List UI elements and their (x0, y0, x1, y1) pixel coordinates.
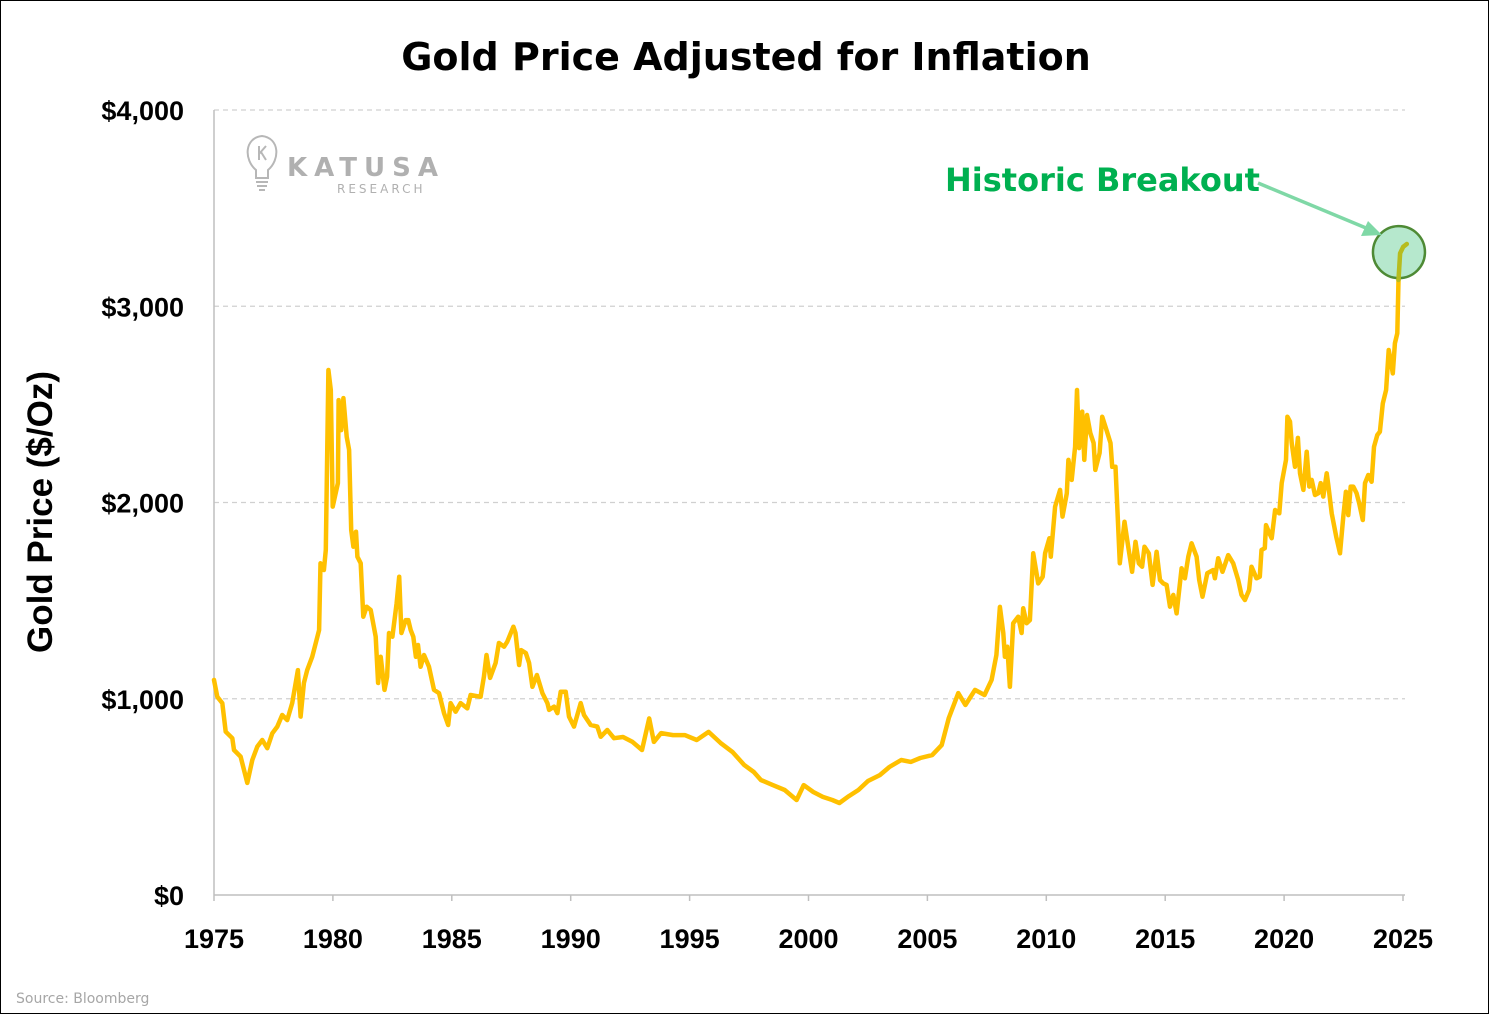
source-note: Source: Bloomberg (16, 991, 149, 1007)
arrow-shaft (1257, 181, 1367, 230)
x-tick-label: 2000 (778, 924, 838, 954)
y-axis-title: Gold Price ($/Oz) (21, 371, 60, 653)
annotation-arrow (1257, 181, 1382, 236)
x-tick-labels: 1975 1980 1985 1990 1995 2000 2005 2010 2015 2020… (184, 895, 1433, 954)
logo-name: KATUSA (287, 153, 445, 183)
x-tick-label: 2015 (1135, 924, 1195, 954)
katusa-logo-watermark: KATUSA RESEARCH (246, 134, 445, 196)
gold-price-line (211, 241, 1410, 806)
y-tick-label: $3,000 (101, 292, 184, 322)
x-tick-label: 2025 (1373, 924, 1433, 954)
annotation-label: Historic Breakout (945, 161, 1260, 199)
lightbulb-icon (246, 134, 278, 191)
x-tick-label: 1995 (660, 924, 720, 954)
gold-price-line-highlighted (1396, 241, 1410, 283)
x-tick-label: 2010 (1016, 924, 1076, 954)
y-tick-label: $0 (154, 881, 184, 911)
x-tick-label: 1990 (541, 924, 601, 954)
x-tick-label: 2020 (1254, 924, 1314, 954)
x-tick-label: 1975 (184, 924, 244, 954)
gridlines (214, 109, 1405, 700)
x-tick-label: 1980 (303, 924, 363, 954)
y-tick-label: $4,000 (101, 96, 184, 126)
x-tick-label: 2005 (897, 924, 957, 954)
arrow-head-icon (1361, 221, 1382, 236)
chart-title: Gold Price Adjusted for Inflation (401, 35, 1091, 79)
logo-subtitle: RESEARCH (337, 182, 425, 196)
y-tick-label: $2,000 (101, 489, 184, 519)
y-tick-label: $1,000 (101, 685, 184, 715)
y-tick-labels: $0 $1,000 $2,000 $3,000 $4,000 (101, 96, 184, 911)
x-tick-label: 1985 (422, 924, 482, 954)
